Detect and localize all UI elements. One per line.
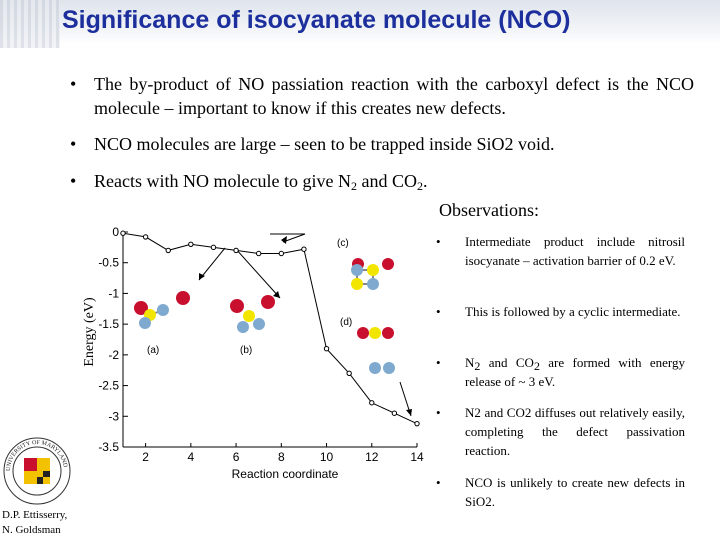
bullet-symbol: • xyxy=(70,74,77,94)
bullet-text: NCO molecules are large – seen to be tra… xyxy=(94,134,555,154)
carbon-atom xyxy=(243,310,255,322)
bullet-text: Reacts with NO molecule to give N2 and C… xyxy=(94,171,428,193)
author-line-2: N. Goldsman xyxy=(2,524,61,536)
molecule-illustrations: (a) (b) (c) (d) xyxy=(134,233,412,417)
bullet-symbol: • xyxy=(436,234,441,249)
corner-decoration xyxy=(0,0,60,48)
oxygen-atom xyxy=(230,299,244,313)
x-axis-label: Reaction coordinate xyxy=(232,467,339,481)
annotation-b: (b) xyxy=(240,345,252,356)
data-point xyxy=(323,346,330,352)
nitrogen-atom xyxy=(369,362,381,374)
y-tick-label: -1.5 xyxy=(98,317,119,331)
bullet-text: The by-product of NO passiation reaction… xyxy=(94,74,694,118)
x-tick-label: 6 xyxy=(233,450,240,464)
bullet-symbol: • xyxy=(70,171,77,191)
nitrogen-atom xyxy=(139,317,151,329)
oxygen-atom xyxy=(176,291,190,305)
data-point xyxy=(210,244,217,251)
x-tick-label: 14 xyxy=(410,450,424,464)
observations-heading: Observations: xyxy=(439,200,539,220)
nitrogen-atom xyxy=(383,362,395,374)
x-tick-label: 4 xyxy=(188,450,195,464)
y-tick-label: -1 xyxy=(108,286,119,300)
data-point xyxy=(255,250,262,257)
bullet-symbol: • xyxy=(436,355,441,370)
y-tick-label: -2 xyxy=(108,348,119,362)
oxygen-atom xyxy=(261,295,275,309)
oxygen-atom xyxy=(382,258,394,270)
data-point xyxy=(369,400,375,406)
author-credit: D.P. Ettisserry, N. Goldsman xyxy=(2,508,67,538)
observation-text: Intermediate product include nitrosil is… xyxy=(465,234,685,268)
bullet-symbol: • xyxy=(70,134,77,154)
y-tick-label: 0 xyxy=(112,225,119,239)
data-point xyxy=(301,246,307,252)
nitrogen-atom xyxy=(253,318,265,330)
data-point xyxy=(346,370,352,376)
y-tick-label: -3 xyxy=(108,409,119,423)
bullet-symbol: • xyxy=(436,475,441,490)
oxygen-atom xyxy=(134,301,148,315)
observation-text: N2 and CO2 are formed with energy releas… xyxy=(465,355,685,389)
nitrogen-atom xyxy=(237,321,249,333)
x-tick-label: 2 xyxy=(142,450,149,464)
carbon-atom xyxy=(351,278,363,290)
data-point xyxy=(120,230,126,236)
author-line-1: D.P. Ettisserry, xyxy=(2,509,68,521)
title-band xyxy=(0,0,720,44)
observation-text: N2 and CO2 diffuses out relatively easil… xyxy=(465,405,685,458)
nitrogen-atom xyxy=(351,264,363,276)
annotation-d: (d) xyxy=(340,317,352,328)
oxygen-atom xyxy=(382,327,394,339)
x-tick-label: 12 xyxy=(365,450,379,464)
data-point xyxy=(233,247,239,254)
slide-title: Significance of isocyanate molecule (NCO… xyxy=(62,6,571,34)
y-tick-label: -0.5 xyxy=(98,256,119,270)
x-tick-label: 8 xyxy=(278,450,285,464)
nitrogen-atom xyxy=(157,304,169,316)
university-of-maryland-seal: UNIVERSITY OF MARYLAND xyxy=(3,437,71,505)
annotation-c: (c) xyxy=(337,238,349,249)
bullet-symbol: • xyxy=(436,304,441,319)
y-tick-label: -3.5 xyxy=(98,440,119,454)
nitrogen-atom xyxy=(367,278,379,290)
data-point xyxy=(391,410,398,416)
data-point xyxy=(414,420,420,427)
data-point xyxy=(165,247,171,254)
data-point xyxy=(188,241,194,247)
data-point xyxy=(278,250,285,257)
energy-curve xyxy=(122,232,418,425)
x-tick-label: 10 xyxy=(320,450,334,464)
oxygen-atom xyxy=(357,327,369,339)
observation-text: NCO is unlikely to create new defects in… xyxy=(465,475,685,509)
data-point xyxy=(142,234,149,240)
y-axis-label: Energy (eV) xyxy=(82,297,97,367)
carbon-atom xyxy=(369,327,381,339)
carbon-atom xyxy=(367,264,379,276)
bullet-symbol: • xyxy=(436,405,441,420)
energy-chart: Energy (eV) 0 -0.5 -1 -1.5 -2 -2.5 -3 -3.5 2 4 6 8… xyxy=(82,225,424,481)
annotation-a: (a) xyxy=(147,345,159,356)
observation-text: This is followed by a cyclic intermediat… xyxy=(465,304,681,319)
y-tick-label: -2.5 xyxy=(98,379,119,393)
